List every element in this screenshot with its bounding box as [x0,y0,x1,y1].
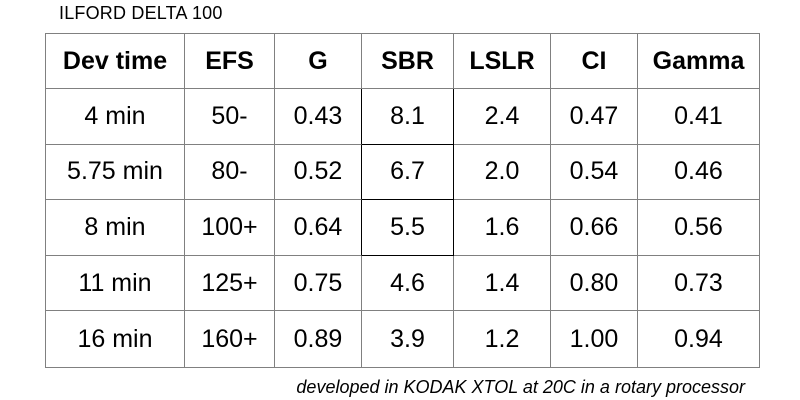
table-cell: 0.52 [275,144,362,201]
table-cell: 0.41 [638,89,759,145]
table-cell: 0.64 [275,200,362,256]
table-cell-sbr-highlighted: 5.5 [362,200,454,256]
table-cell: 80- [185,144,275,201]
table-cell: 0.80 [551,255,638,312]
table-cell-sbr-highlighted: 8.1 [362,89,454,145]
table-cell: 1.4 [454,255,551,312]
table-cell: 8 min [46,200,185,256]
table-cell: 125+ [185,255,275,312]
table-cell: 1.2 [454,311,551,367]
table-cell: 2.4 [454,89,551,145]
col-header-dev-time: Dev time [46,34,185,89]
col-header-lslr: LSLR [454,34,551,89]
table-cell: 1.00 [551,311,638,367]
table-cell: 50- [185,89,275,145]
table-cell: 0.73 [638,256,759,312]
col-header-g: G [275,34,362,89]
table-cell: 0.89 [275,311,362,367]
film-dev-data-table: Dev time EFS G SBR LSLR CI Gamma 4 min 5… [45,33,760,368]
table-cell: 0.43 [275,89,362,145]
table-title: ILFORD DELTA 100 [59,3,223,23]
table-cell: 0.46 [638,145,759,201]
table-cell: 0.94 [674,324,723,353]
table-cell: 0.47 [551,89,638,145]
table-cell: 0.75 [275,255,362,312]
table-cell: 4.6 [362,255,454,312]
col-header-efs: EFS [185,34,275,89]
table-cell-sbr-highlighted: 6.7 [362,144,454,201]
table-cell: 1.6 [454,200,551,256]
table-cell: 0.56 [638,200,759,256]
development-note: developed in KODAK XTOL at 20C in a rota… [296,377,745,397]
table-cell: 160+ [185,311,275,367]
col-header-ci: CI [551,34,638,89]
table-cell: 2.0 [454,144,551,201]
table-cell: 100+ [185,200,275,256]
table-cell: 11 min [46,255,185,312]
col-header-gamma: Gamma [638,34,759,89]
table-cell: 3.9 [362,311,454,367]
table-cell: 5.75 min [46,144,185,201]
table-cell: 4 min [46,89,185,145]
table-cell: 0.54 [551,144,638,201]
table-cell: 0.66 [551,200,638,256]
table-cell: 16 min [46,311,185,367]
col-header-sbr: SBR [362,34,454,89]
